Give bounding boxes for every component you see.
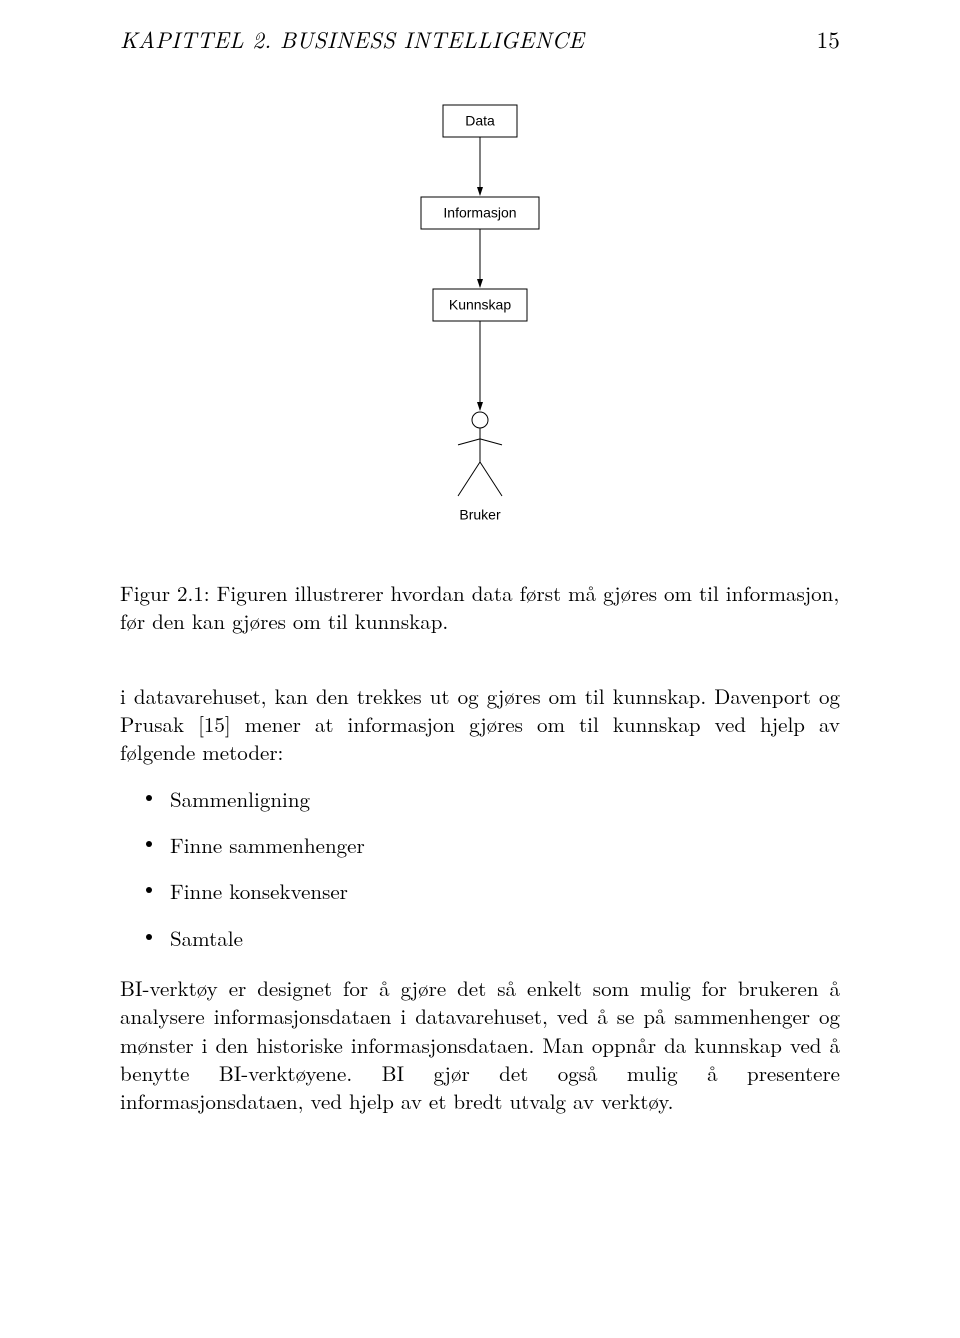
flowchart-node-label: Informasjon [443,205,516,221]
paragraph-after: BI-verktøy er designet for å gjøre det s… [120,974,840,1116]
list-item: Finne sammenhenger [120,831,840,859]
caption-text: Figuren illustrerer hvordan data først m… [120,578,839,636]
flowchart-svg: Data Informasjon Kunnskap Bruker [355,85,605,545]
paragraph-intro: i datavarehuset, kan den trekkes ut og g… [120,682,840,767]
list-item: Sammenligning [120,785,840,813]
figure-diagram: Data Informasjon Kunnskap Bruker [120,85,840,545]
flowchart-node-label: Kunnskap [449,297,511,313]
method-list: Sammenligning Finne sammenhenger Finne k… [120,785,840,952]
running-title: KAPITTEL 2. BUSINESS INTELLIGENCE [120,22,584,55]
flowchart: Data Informasjon Kunnskap Bruker [355,85,605,545]
running-head: KAPITTEL 2. BUSINESS INTELLIGENCE 15 [120,22,840,55]
list-item: Finne konsekvenser [120,877,840,905]
flowchart-node-label: Data [465,113,495,129]
caption-prefix: Figur 2.1: [120,578,210,608]
figure-caption: Figur 2.1: Figuren illustrerer hvordan d… [120,579,840,636]
list-item: Samtale [120,924,840,952]
flowchart-actor-label: Bruker [459,507,501,523]
page: KAPITTEL 2. BUSINESS INTELLIGENCE 15 Dat… [0,0,960,1186]
page-number: 15 [817,22,840,55]
